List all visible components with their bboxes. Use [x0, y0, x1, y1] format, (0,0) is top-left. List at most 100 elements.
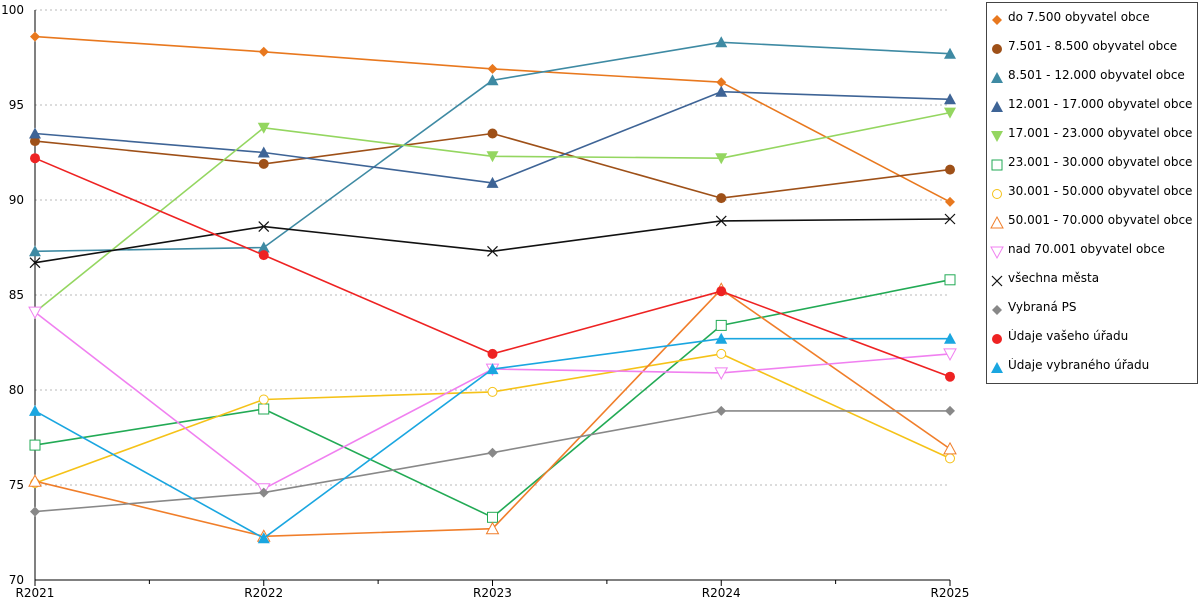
- legend-marker-icon: [992, 334, 1002, 344]
- data-point: [28, 306, 42, 320]
- data-point: [257, 241, 270, 253]
- data-point: [716, 405, 727, 416]
- data-point: [487, 63, 498, 74]
- legend-item[interactable]: Údaje vybraného úřadu: [987, 351, 1197, 380]
- y-tick-label: 100: [1, 3, 24, 17]
- legend-item[interactable]: 23.001 - 30.000 obyvatel obce: [987, 148, 1197, 177]
- data-point: [30, 153, 40, 164]
- legend-marker-icon: [991, 159, 1003, 171]
- data-point: [944, 213, 956, 225]
- data-point: [487, 447, 498, 458]
- x-tick-label: R2023: [473, 586, 512, 600]
- data-point: [944, 274, 956, 286]
- legend-item[interactable]: Vybraná PS: [987, 293, 1197, 322]
- legend-item[interactable]: 12.001 - 17.000 obyvatel obce: [987, 90, 1197, 119]
- x-tick-label: R2025: [931, 586, 970, 600]
- series-11: [30, 153, 955, 382]
- data-point: [487, 245, 498, 257]
- legend-marker: [991, 131, 1003, 142]
- legend-item[interactable]: do 7.500 obyvatel obce: [987, 3, 1197, 32]
- data-point: [29, 439, 41, 451]
- legend-item[interactable]: všechna města: [987, 264, 1197, 293]
- legend-marker: [990, 215, 1004, 229]
- series-line: [34, 111, 951, 313]
- legend-item[interactable]: 30.001 - 50.000 obyvatel obce: [987, 177, 1197, 206]
- data-point: [716, 286, 727, 297]
- data-point: [486, 176, 499, 188]
- data-point: [258, 403, 270, 415]
- legend-marker: [992, 15, 1002, 25]
- y-tick-label: 75: [9, 478, 24, 492]
- legend-marker-icon: [992, 305, 1002, 315]
- x-tick-label: R2021: [16, 586, 55, 600]
- data-point: [945, 371, 955, 382]
- data-point: [258, 394, 269, 405]
- data-point: [486, 74, 499, 86]
- data-point: [258, 46, 269, 57]
- legend-label: 17.001 - 23.000 obyvatel obce: [1008, 126, 1193, 140]
- data-point: [715, 319, 727, 331]
- legend-label: 8.501 - 12.000 obyvatel obce: [1008, 68, 1185, 82]
- data-point: [944, 47, 956, 59]
- legend-label: 7.501 - 8.500 obyvatel obce: [1008, 39, 1178, 53]
- series-10: [30, 405, 955, 517]
- legend-marker: [992, 44, 1002, 54]
- legend-marker: [992, 305, 1002, 315]
- legend-marker-icon: [991, 275, 1003, 287]
- legend-item[interactable]: 7.501 - 8.500 obyvatel obce: [987, 32, 1197, 61]
- legend-label: Údaje vybraného úřadu: [1008, 358, 1150, 372]
- data-point: [716, 348, 727, 359]
- legend-marker: [991, 362, 1003, 373]
- x-tick-label: R2022: [244, 586, 283, 600]
- data-point: [944, 107, 956, 119]
- legend-label: nad 70.001 obyvatel obce: [1008, 242, 1165, 256]
- legend-label: 23.001 - 30.000 obyvatel obce: [1008, 155, 1193, 169]
- y-tick-label: 80: [9, 383, 24, 397]
- legend-marker-icon: [992, 189, 1002, 199]
- legend-marker-icon: [991, 362, 1003, 373]
- data-point: [258, 221, 270, 233]
- series-3: [29, 85, 956, 188]
- y-tick-label: 95: [9, 98, 24, 112]
- legend-label: všechna města: [1008, 271, 1100, 285]
- legend-label: 50.001 - 70.000 obyvatel obce: [1008, 213, 1193, 227]
- series-line: [34, 288, 951, 538]
- data-point: [258, 250, 269, 261]
- legend-item[interactable]: 50.001 - 70.000 obyvatel obce: [987, 206, 1197, 235]
- legend-item[interactable]: Údaje vašeho úřadu: [987, 322, 1197, 351]
- legend-label: 30.001 - 50.000 obyvatel obce: [1008, 184, 1193, 198]
- series-2: [29, 36, 956, 257]
- legend-marker: [991, 101, 1003, 112]
- legend-marker-icon: [991, 72, 1003, 83]
- data-point: [487, 348, 498, 359]
- y-tick-label: 70: [9, 573, 24, 587]
- series-7: [28, 282, 957, 542]
- data-point: [30, 136, 40, 147]
- data-point: [257, 532, 270, 544]
- data-point: [945, 453, 955, 464]
- x-tick-label: R2024: [702, 586, 741, 600]
- data-point: [943, 441, 957, 455]
- series-line: [34, 157, 951, 378]
- series-1: [30, 128, 955, 204]
- legend-marker: [991, 275, 1003, 287]
- x-axis-ticks: R2021 R2022 R2023 R2024 R2025: [16, 580, 970, 600]
- data-point: [29, 245, 41, 257]
- data-point: [715, 36, 728, 48]
- legend-label: do 7.500 obyvatel obce: [1008, 10, 1150, 24]
- legend-item[interactable]: 8.501 - 12.000 obyvatel obce: [987, 61, 1197, 90]
- series-line: [34, 132, 951, 199]
- legend-item[interactable]: nad 70.001 obyvatel obce: [987, 235, 1197, 264]
- data-point: [486, 363, 499, 375]
- data-point: [715, 85, 728, 97]
- legend-label: Vybraná PS: [1008, 300, 1077, 314]
- data-point: [487, 386, 498, 397]
- data-point: [945, 196, 955, 207]
- series-0: [30, 31, 955, 207]
- legend-marker-icon: [992, 15, 1002, 25]
- series-group: [28, 31, 957, 544]
- legend-marker-icon: [990, 246, 1004, 260]
- data-point: [29, 127, 41, 139]
- legend-item[interactable]: 17.001 - 23.000 obyvatel obce: [987, 119, 1197, 148]
